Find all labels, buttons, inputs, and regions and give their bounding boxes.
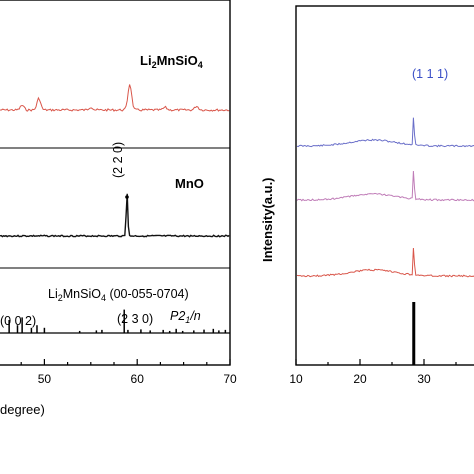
label-hkl-002: (0 0 2) [0, 314, 36, 328]
left-xtick-label-60: 60 [131, 372, 145, 386]
mno-peak-marker [125, 195, 129, 199]
label-space-group: P21/n [170, 309, 201, 325]
left-xtick-label-50: 50 [38, 372, 52, 386]
trace-li2mnsio4 [0, 84, 230, 112]
left-panel: 50 60 70 Li2MnSiO4 MnO (2 2 0) Li2MnSiO4 (… [0, 0, 237, 417]
left-xtick-label-70: 70 [223, 372, 237, 386]
trace-mno [0, 193, 230, 238]
right-panel: 10 20 30 (1 1 1) Intensity(a.u.) [260, 5, 474, 386]
label-hkl-220: (2 2 0) [111, 142, 125, 178]
label-li2mnsio4: Li2MnSiO4 [140, 53, 203, 70]
label-ref-card: Li2MnSiO4 (00-055-0704) [48, 287, 189, 303]
right-xtick-label-10: 10 [289, 372, 303, 386]
right-trace-1 [296, 117, 474, 148]
right-xtick-label-30: 30 [417, 372, 431, 386]
right-y-axis-label: Intensity(a.u.) [260, 177, 275, 262]
right-plot-frame [295, 5, 474, 366]
label-hkl-111: (1 1 1) [412, 67, 448, 81]
label-hkl-230: (2 3 0) [117, 312, 153, 326]
right-trace-3 [296, 247, 474, 278]
label-mno: MnO [175, 176, 204, 191]
right-xtick-label-20: 20 [353, 372, 367, 386]
left-x-axis-label: degree) [0, 402, 45, 417]
right-trace-2 [296, 170, 474, 202]
